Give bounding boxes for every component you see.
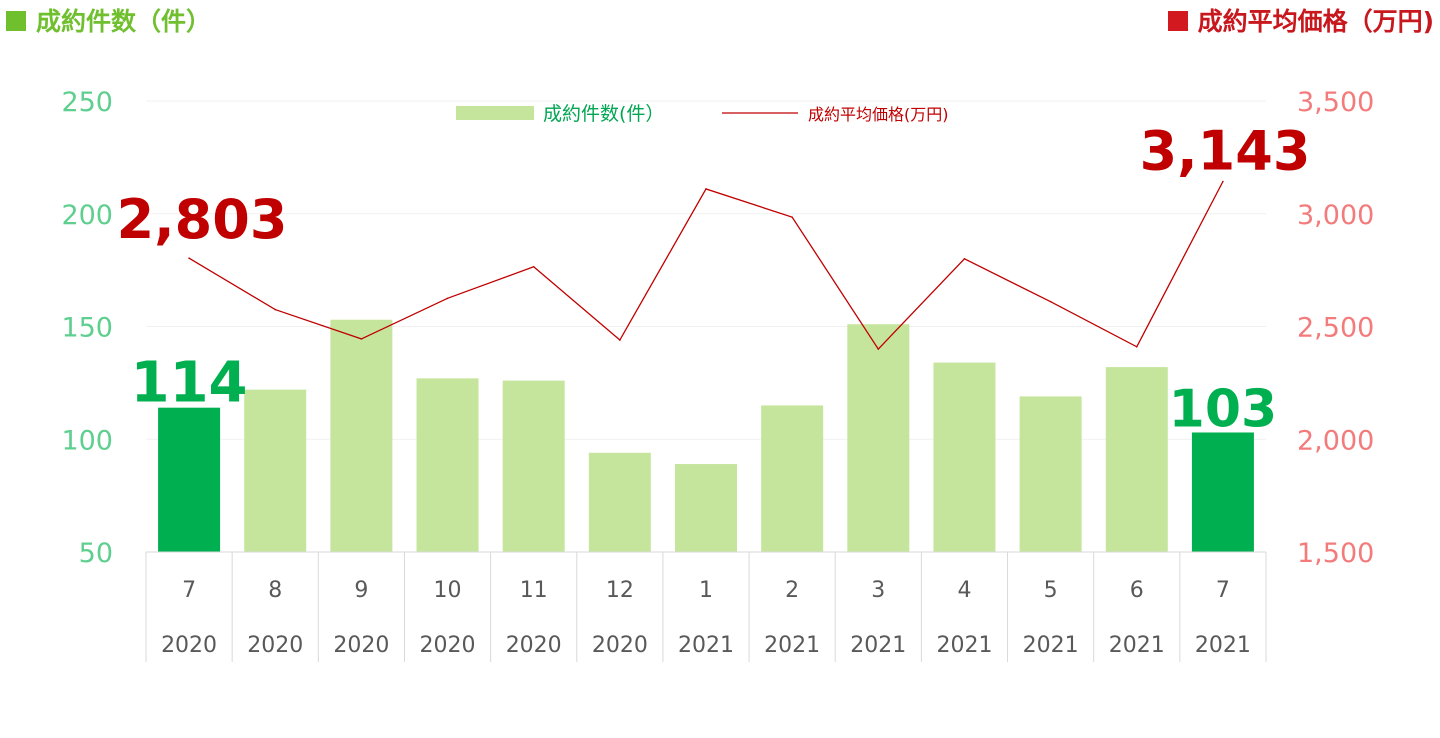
x-month-label: 11 bbox=[520, 578, 548, 603]
bar bbox=[1191, 432, 1254, 552]
x-month-label: 12 bbox=[606, 578, 634, 603]
bar bbox=[1019, 396, 1082, 552]
x-year-label: 2020 bbox=[592, 633, 648, 658]
price-point bbox=[1135, 345, 1138, 348]
price-point bbox=[877, 348, 880, 350]
bar bbox=[158, 407, 221, 552]
right-axis-title-text: 成約平均価格（万円) bbox=[1197, 7, 1434, 36]
red-square-icon bbox=[1167, 11, 1188, 31]
x-year-label: 2021 bbox=[1109, 633, 1165, 658]
y-right-tick-label: 3,000 bbox=[1297, 200, 1374, 231]
price-point bbox=[446, 297, 449, 300]
y-left-tick-label: 200 bbox=[61, 200, 113, 231]
line-value-label-first: 2,803 bbox=[117, 188, 288, 251]
bar bbox=[847, 324, 910, 552]
x-year-label: 2020 bbox=[161, 633, 217, 658]
bar bbox=[933, 362, 996, 552]
x-month-label: 6 bbox=[1130, 578, 1144, 603]
price-point bbox=[360, 338, 363, 340]
bar bbox=[588, 452, 651, 552]
x-month-label: 10 bbox=[434, 578, 462, 603]
bar-value-label-first: 114 bbox=[131, 351, 248, 416]
legend-line-label: 成約平均価格(万円) bbox=[808, 105, 949, 124]
bar bbox=[1105, 367, 1168, 552]
right-axis-title: 成約平均価格（万円) bbox=[1167, 2, 1434, 38]
bar-value-label-last: 103 bbox=[1169, 379, 1278, 439]
x-month-label: 7 bbox=[182, 578, 196, 603]
y-right-tick-label: 2,500 bbox=[1297, 313, 1374, 344]
y-left-tick-label: 250 bbox=[61, 87, 113, 118]
price-point bbox=[705, 188, 707, 190]
x-month-label: 3 bbox=[871, 578, 885, 603]
y-left-tick-label: 50 bbox=[79, 538, 113, 569]
price-point bbox=[1222, 180, 1224, 183]
legend-bar-swatch bbox=[456, 106, 534, 120]
left-axis-title-text: 成約件数（件） bbox=[36, 7, 212, 36]
price-point bbox=[532, 265, 535, 268]
x-month-label: 8 bbox=[268, 578, 282, 603]
x-year-label: 2021 bbox=[764, 633, 820, 658]
x-year-label: 2020 bbox=[247, 633, 303, 658]
left-axis-title: 成約件数（件） bbox=[6, 2, 211, 38]
y-right-tick-label: 1,500 bbox=[1297, 538, 1374, 569]
price-point bbox=[1049, 300, 1052, 303]
x-year-label: 2021 bbox=[850, 633, 906, 658]
x-month-label: 9 bbox=[354, 578, 368, 603]
x-month-label: 5 bbox=[1044, 578, 1058, 603]
bar bbox=[502, 380, 565, 552]
price-point bbox=[791, 216, 793, 218]
price-point bbox=[619, 339, 621, 341]
x-month-label: 1 bbox=[699, 578, 713, 603]
price-point bbox=[963, 258, 966, 260]
x-year-label: 2021 bbox=[1023, 633, 1079, 658]
y-right-tick-label: 2,000 bbox=[1297, 425, 1374, 456]
x-month-label: 2 bbox=[785, 578, 799, 603]
bar bbox=[330, 319, 393, 552]
bar bbox=[675, 464, 737, 552]
y-right-tick-label: 3,500 bbox=[1297, 87, 1374, 118]
x-month-label: 7 bbox=[1216, 578, 1230, 603]
x-month-label: 4 bbox=[957, 578, 971, 603]
legend-bar-label: 成約件数(件） bbox=[543, 103, 664, 125]
x-year-label: 2020 bbox=[506, 633, 562, 658]
green-square-icon bbox=[6, 11, 26, 31]
price-point bbox=[274, 308, 277, 311]
x-year-label: 2021 bbox=[936, 633, 992, 658]
y-left-tick-label: 100 bbox=[61, 425, 113, 456]
x-year-label: 2021 bbox=[678, 633, 734, 658]
price-point bbox=[188, 257, 190, 259]
bar bbox=[244, 389, 307, 552]
y-left-tick-label: 150 bbox=[61, 313, 113, 344]
bar bbox=[761, 405, 824, 552]
bar bbox=[416, 378, 479, 552]
line-value-label-last: 3,143 bbox=[1140, 120, 1311, 183]
x-year-label: 2021 bbox=[1195, 633, 1251, 658]
x-year-label: 2020 bbox=[420, 633, 476, 658]
x-year-label: 2020 bbox=[333, 633, 389, 658]
